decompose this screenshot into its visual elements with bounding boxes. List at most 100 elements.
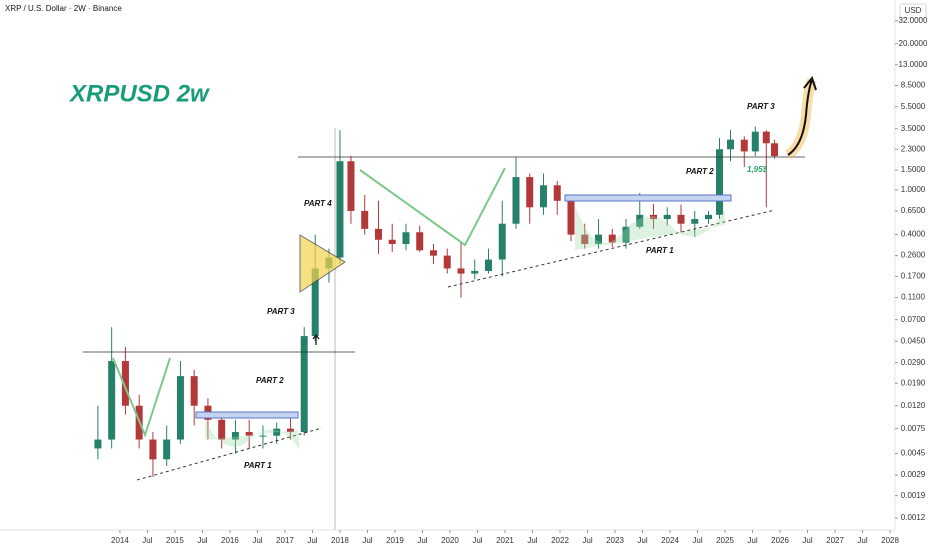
candle-body <box>595 234 603 245</box>
candle-body <box>691 219 699 224</box>
candle-body <box>498 223 506 260</box>
x-tick-label: Jul <box>472 536 482 545</box>
y-tick-label: 1.5000 <box>901 165 926 174</box>
candle-body <box>336 161 344 258</box>
support-line <box>136 427 323 481</box>
candle-body <box>429 250 437 256</box>
y-tick-label: 0.0700 <box>901 315 926 324</box>
candle-body <box>622 226 630 243</box>
accumulation-zone <box>575 205 725 250</box>
y-tick-label: 0.0075 <box>901 424 926 433</box>
x-tick-label: 2015 <box>166 536 184 545</box>
x-tick-label: Jul <box>747 536 757 545</box>
y-tick-label: 0.0019 <box>901 491 926 500</box>
y-tick-label: 5.5000 <box>901 102 926 111</box>
candle-body <box>94 439 102 449</box>
candle-body <box>553 185 561 201</box>
candle-body <box>245 432 253 436</box>
y-tick-label: 0.0029 <box>901 470 926 479</box>
x-tick-label: Jul <box>142 536 152 545</box>
annotation: PART 3 <box>267 307 295 316</box>
candle-body <box>705 214 713 220</box>
y-tick-label: 13.0000 <box>899 60 928 69</box>
x-tick-label: 2019 <box>386 536 404 545</box>
candle-body <box>716 149 724 215</box>
annotation: PART 2 <box>686 167 714 176</box>
candle-body <box>108 361 116 440</box>
annotation: PART 2 <box>256 376 284 385</box>
candle-body <box>751 131 759 152</box>
x-tick-label: 2026 <box>771 536 789 545</box>
annotation: 1,95$ <box>747 165 768 174</box>
annotation: PART 3 <box>747 102 775 111</box>
candle-body <box>231 432 239 440</box>
candle-body <box>457 268 465 274</box>
candle-body <box>650 214 658 220</box>
candle-body <box>727 139 735 150</box>
x-tick-label: 2024 <box>661 536 679 545</box>
y-tick-label: 0.0045 <box>901 449 926 458</box>
swing-arrow <box>112 357 171 438</box>
y-tick-label: 0.0290 <box>901 358 926 367</box>
candle-body <box>608 234 616 243</box>
candle-body <box>388 239 396 245</box>
y-tick-label: 1.0000 <box>901 185 926 194</box>
candle-body <box>663 214 671 220</box>
y-tick-label: 0.2600 <box>901 251 926 260</box>
candle-body <box>771 143 779 157</box>
y-tick-label: 0.0450 <box>901 336 926 345</box>
x-tick-label: 2020 <box>441 536 459 545</box>
support-line <box>447 209 776 288</box>
candle-body <box>361 210 369 229</box>
candle-body <box>443 255 451 269</box>
currency-label[interactable]: USD <box>905 6 922 15</box>
candle-body <box>567 200 575 235</box>
y-tick-label: 0.1100 <box>901 293 925 302</box>
candle-body <box>347 161 355 211</box>
x-tick-label: Jul <box>692 536 702 545</box>
y-tick-label: 20.0000 <box>899 39 928 48</box>
x-tick-label: 2014 <box>111 536 129 545</box>
x-tick-label: 2023 <box>606 536 624 545</box>
candle-body <box>526 177 534 208</box>
candle-body <box>677 214 685 224</box>
x-tick-label: Jul <box>362 536 372 545</box>
y-tick-label: 32.0000 <box>899 16 928 25</box>
x-tick-label: 2027 <box>826 536 844 545</box>
annotation: PART 4 <box>304 199 332 208</box>
x-tick-label: 2017 <box>276 536 294 545</box>
annotation: PART 1 <box>646 246 674 255</box>
symbol-title: XRP / U.S. Dollar · 2W · Binance <box>5 4 122 13</box>
x-tick-label: 2018 <box>331 536 349 545</box>
candle-body <box>311 268 319 337</box>
annotation: PART 1 <box>244 461 272 470</box>
x-tick-label: 2016 <box>221 536 239 545</box>
y-tick-label: 0.4000 <box>901 230 926 239</box>
candle-body <box>402 232 410 245</box>
candle-body <box>300 336 308 433</box>
y-tick-label: 0.6500 <box>901 206 926 215</box>
x-tick-label: Jul <box>417 536 427 545</box>
x-tick-label: Jul <box>802 536 812 545</box>
y-tick-label: 0.0012 <box>901 513 926 522</box>
zone <box>195 411 299 419</box>
x-tick-label: Jul <box>197 536 207 545</box>
currency-button[interactable] <box>899 3 927 19</box>
chart-title: XRPUSD 2w <box>68 80 210 107</box>
candle-body <box>190 376 198 406</box>
y-tick-label: 3.5000 <box>901 124 926 133</box>
candle-body <box>581 234 589 245</box>
x-tick-label: Jul <box>307 536 317 545</box>
candle-body <box>218 419 226 440</box>
y-tick-label: 0.0190 <box>901 378 926 387</box>
candle-body <box>512 177 520 224</box>
accumulation-zone <box>205 420 300 450</box>
candle-body <box>176 376 184 440</box>
candle-body <box>762 131 770 144</box>
candle-body <box>740 139 748 152</box>
y-tick-label: 0.1700 <box>901 271 926 280</box>
candle-body <box>484 259 492 271</box>
y-tick-label: 2.3000 <box>901 144 926 153</box>
candle-body <box>636 214 644 227</box>
x-tick-label: Jul <box>857 536 867 545</box>
